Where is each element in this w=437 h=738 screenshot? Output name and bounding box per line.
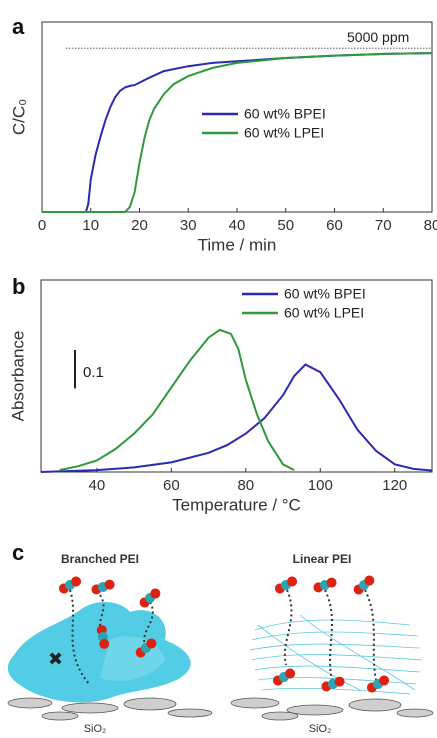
series-line bbox=[42, 52, 433, 213]
legend-label: 60 wt% LPEI bbox=[244, 125, 324, 141]
illustration-title: Branched PEI bbox=[61, 552, 139, 566]
scale-bar-label: 0.1 bbox=[83, 364, 104, 381]
x-tick-label: 60 bbox=[326, 217, 343, 234]
panel-label: a bbox=[12, 14, 25, 39]
annotation: 5000 ppm bbox=[347, 29, 409, 45]
substrate-label: SiO₂ bbox=[84, 723, 107, 735]
x-tick-label: 80 bbox=[237, 477, 254, 494]
panel-label: c bbox=[12, 540, 24, 565]
x-tick-label: 10 bbox=[82, 217, 99, 234]
diffusion-path bbox=[69, 589, 377, 686]
y-axis-label: Absorbance bbox=[8, 331, 27, 422]
x-tick-label: 60 bbox=[163, 477, 180, 494]
plot-frame bbox=[40, 279, 433, 473]
x-tick-label: 120 bbox=[382, 477, 407, 494]
co2-molecules bbox=[58, 575, 390, 693]
illustration: Branched PEI Linear PEI ✖ bbox=[7, 552, 434, 735]
x-axis-label: Time / min bbox=[198, 235, 277, 254]
blocked-mark: ✖ bbox=[48, 649, 63, 669]
x-tick-label: 70 bbox=[375, 217, 392, 234]
branched-pei bbox=[7, 601, 191, 703]
x-tick-label: 0 bbox=[38, 217, 46, 234]
series-line bbox=[42, 52, 433, 213]
legend-label: 60 wt% LPEI bbox=[284, 305, 364, 321]
y-axis-label: C/C₀ bbox=[9, 99, 28, 135]
series-line bbox=[40, 363, 433, 473]
x-axis-label: Temperature / °C bbox=[172, 495, 301, 514]
plot-frame bbox=[41, 21, 433, 213]
series-line bbox=[59, 328, 295, 472]
x-tick-label: 20 bbox=[131, 217, 148, 234]
x-tick-label: 80 bbox=[424, 217, 437, 234]
x-tick-label: 100 bbox=[308, 477, 333, 494]
illustration-title: Linear PEI bbox=[293, 552, 352, 566]
x-tick-label: 50 bbox=[277, 217, 294, 234]
panel-label: b bbox=[12, 274, 25, 299]
substrate bbox=[7, 697, 434, 721]
substrate-label: SiO₂ bbox=[309, 723, 332, 735]
legend-label: 60 wt% BPEI bbox=[244, 106, 326, 122]
linear-pei bbox=[249, 614, 423, 695]
x-tick-label: 40 bbox=[229, 217, 246, 234]
legend-label: 60 wt% BPEI bbox=[284, 286, 366, 302]
x-tick-label: 30 bbox=[180, 217, 197, 234]
x-tick-label: 40 bbox=[89, 477, 106, 494]
